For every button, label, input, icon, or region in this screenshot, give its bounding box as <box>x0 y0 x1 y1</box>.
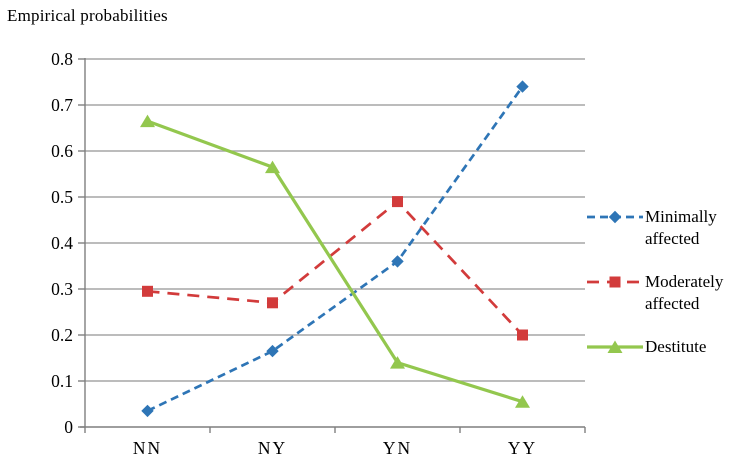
triangle-marker <box>515 395 530 408</box>
triangle-marker <box>390 356 405 369</box>
y-axis-label: 0.3 <box>51 279 73 299</box>
legend-line-square-icon <box>587 276 643 288</box>
series-line-minimally-affected <box>146 85 524 413</box>
x-axis-label: YY <box>508 438 537 458</box>
y-axis-label: 0.5 <box>51 187 73 207</box>
diamond-marker <box>516 80 529 93</box>
chart-title: Empirical probabilities <box>7 6 168 25</box>
legend-marker-square <box>609 276 621 288</box>
square-marker <box>517 329 528 341</box>
x-axis-label: NY <box>258 438 287 458</box>
square-marker <box>392 196 403 208</box>
legend-item-minimally-affected: Minimally affected <box>587 206 745 250</box>
legend-item-destitute: Destitute <box>587 336 745 358</box>
legend-marker-diamond <box>608 210 622 224</box>
triangle-marker <box>265 160 280 174</box>
square-marker <box>267 297 278 309</box>
triangle-marker <box>140 114 155 128</box>
y-axis-label: 0.4 <box>51 233 73 253</box>
series-line-destitute <box>146 119 523 404</box>
y-axis-label: 0.6 <box>51 141 73 161</box>
diamond-marker <box>141 404 154 418</box>
legend-line-triangle-icon <box>587 340 643 353</box>
legend-line-diamond-icon <box>587 210 643 224</box>
x-axis-label: YN <box>383 438 412 458</box>
y-axis-label: 0.8 <box>51 49 73 69</box>
y-axis-label: 0.7 <box>51 95 73 115</box>
diamond-marker <box>266 344 279 358</box>
series-line-moderately-affected <box>147 199 524 336</box>
y-axis-label: 0.2 <box>51 325 73 345</box>
legend-label: Moderately affected <box>645 272 724 313</box>
y-axis-label: 0.1 <box>51 371 73 391</box>
legend-marker-triangle <box>607 340 623 353</box>
legend-item-moderately-affected: Moderately affected <box>587 271 745 315</box>
y-axis-label: 0 <box>64 417 73 437</box>
diamond-marker <box>391 255 404 268</box>
square-marker <box>142 285 153 297</box>
x-axis-label: NN <box>133 438 162 458</box>
chart-legend: Minimally affected Moderately affected D… <box>587 206 745 358</box>
legend-label: Minimally affected <box>645 207 717 248</box>
legend-label: Destitute <box>645 337 707 356</box>
